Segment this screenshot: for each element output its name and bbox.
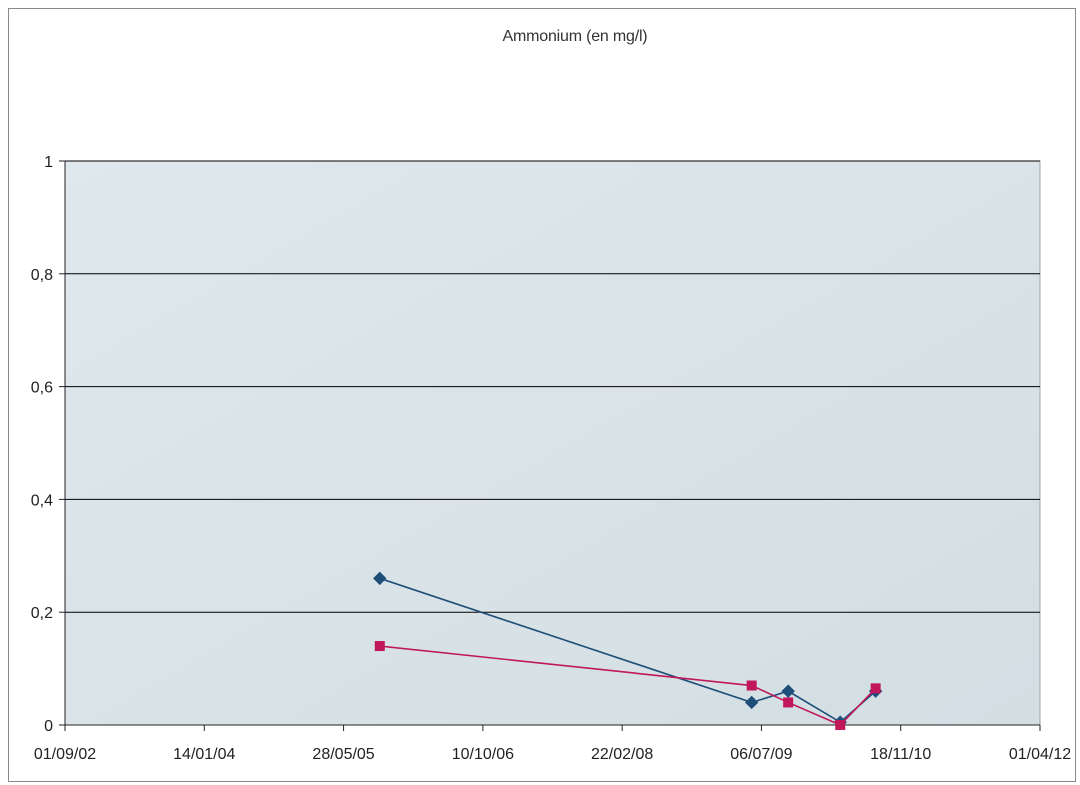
x-tick-label: 22/02/08 [591, 746, 653, 763]
y-tick-label: 0,8 [31, 267, 53, 284]
data-point-square [783, 697, 794, 708]
data-point-diamond [781, 684, 795, 698]
data-point-square [835, 720, 846, 730]
data-point-square [746, 680, 757, 691]
x-tick-label: 06/07/09 [730, 746, 792, 763]
y-tick-label: 0,6 [31, 380, 53, 397]
data-point-diamond [744, 695, 759, 710]
y-tick-label: 1 [44, 154, 53, 171]
x-tick-label: 01/09/02 [34, 746, 96, 763]
plot-area [64, 160, 1041, 726]
x-tick-label: 01/04/12 [1009, 746, 1071, 763]
y-tick-label: 0,2 [31, 605, 53, 622]
series-group [373, 571, 883, 730]
x-tick-label: 18/11/10 [870, 746, 931, 763]
data-point-diamond [373, 571, 387, 586]
data-point-square [374, 641, 385, 652]
y-tick-label: 0 [44, 718, 53, 735]
tick-labels: 0 0,2 0,4 0,6 0,8 1 01/09/02 14/01/04 28/05/05 10… [31, 154, 1071, 763]
x-tick-label: 14/01/04 [173, 746, 235, 763]
x-tick-label: 10/10/06 [452, 746, 514, 763]
data-point-square [870, 683, 881, 694]
y-tick-label: 0,4 [31, 492, 53, 509]
axes [59, 160, 1041, 731]
chart-title: Ammonium (en mg/l) [502, 28, 648, 45]
x-tick-label: 28/05/05 [312, 746, 374, 763]
gridlines [65, 160, 1040, 613]
